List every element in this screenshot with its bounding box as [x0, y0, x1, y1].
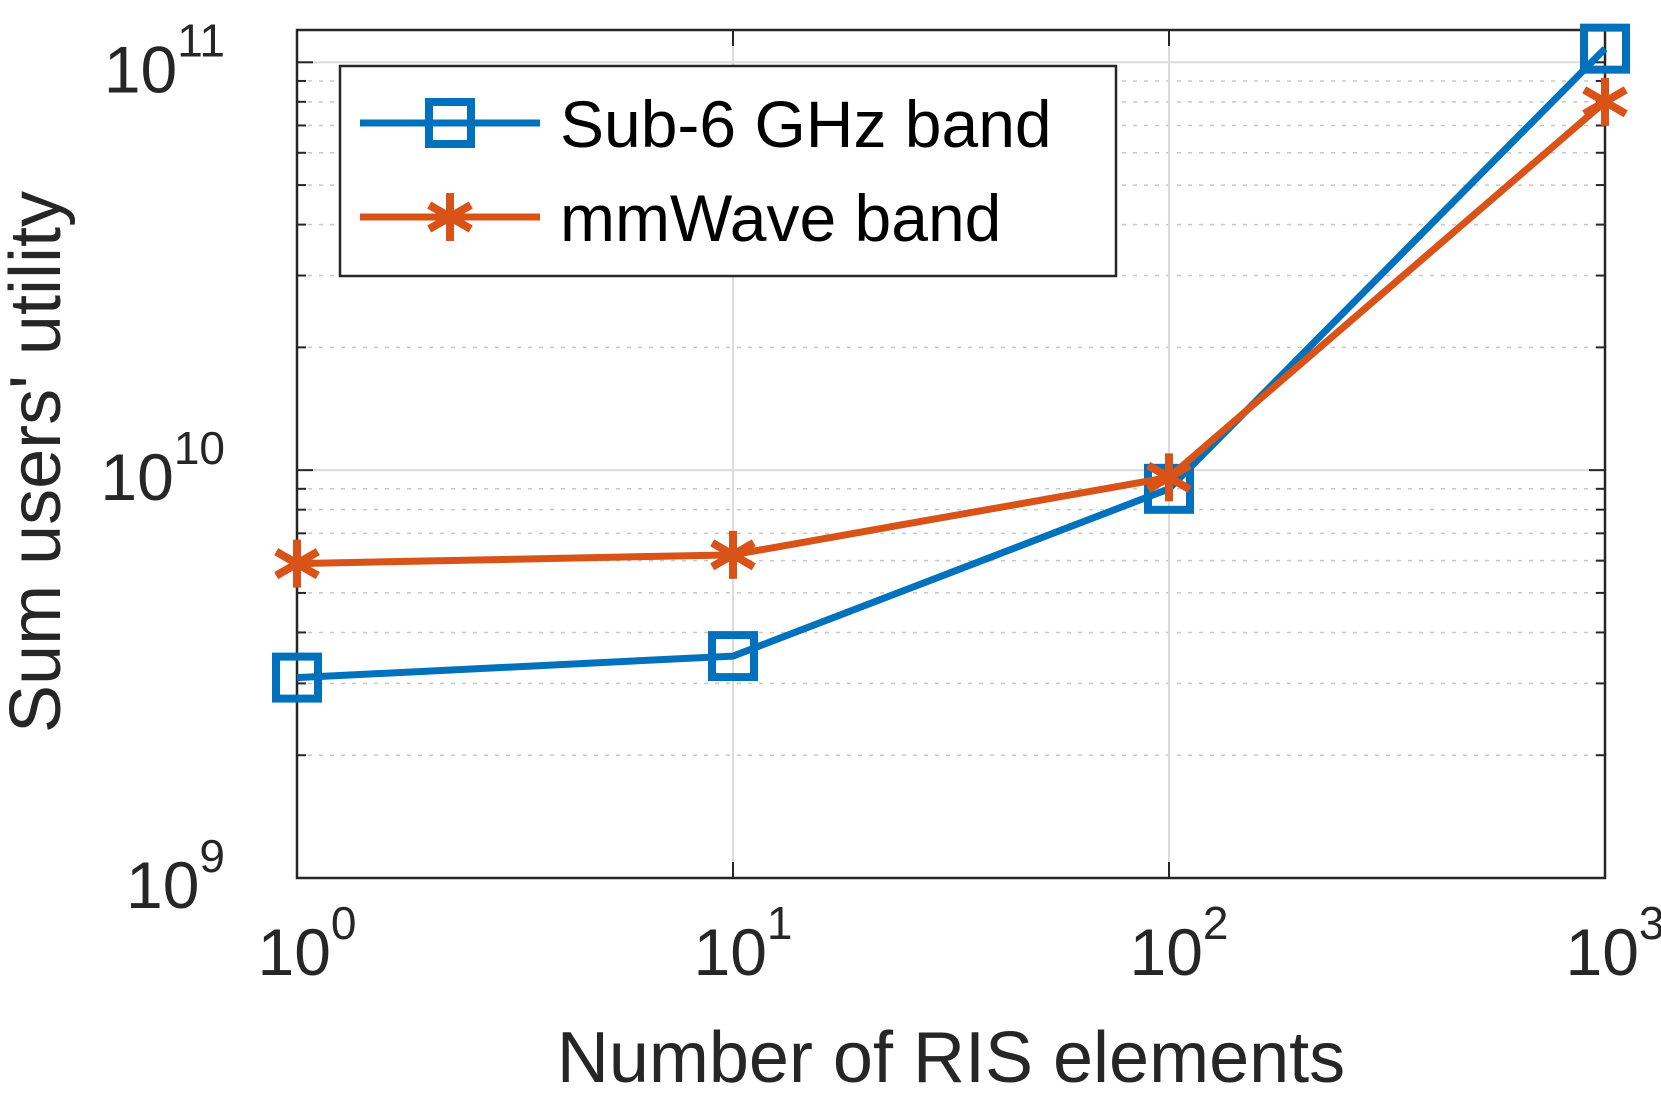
y-tick-label: 1011: [104, 14, 225, 106]
series-line-0: [296, 46, 1608, 682]
y-tick-base: 10: [100, 440, 173, 514]
x-tick-base: 10: [693, 915, 766, 989]
x-tick-label: 103: [1565, 897, 1661, 989]
x-tick-exponent: 0: [331, 897, 357, 949]
axes-box: [295, 28, 1607, 880]
data-point-asterisk: [710, 530, 756, 579]
legend-marker: [427, 193, 473, 241]
x-tick-base: 10: [1129, 915, 1202, 989]
legend-items: Sub-6 GHz band mmWave band: [360, 87, 1052, 255]
data-point-asterisk: [1146, 453, 1192, 502]
x-axis-label: Number of RIS elements: [557, 1018, 1345, 1098]
data-point-asterisk: [274, 539, 320, 588]
legend-label: Sub-6 GHz band: [560, 87, 1052, 161]
data-point-square: [1580, 23, 1630, 74]
axes-frame: [295, 28, 1607, 880]
series-layer: [272, 23, 1630, 703]
x-tick-exponent: 3: [1639, 897, 1661, 949]
x-tick-labels: 100 101 102 103: [257, 897, 1661, 989]
y-tick-label: 109: [126, 830, 225, 922]
minor-grid: [297, 79, 1605, 757]
asterisk-stroke: [1582, 86, 1628, 118]
data-point-square: [272, 652, 322, 703]
x-tick-label: 101: [693, 897, 792, 989]
x-tick-label: 100: [257, 897, 356, 989]
legend-marker: [425, 98, 475, 148]
legend-label: mmWave band: [560, 181, 1001, 255]
legend: Sub-6 GHz band mmWave band: [338, 64, 1118, 278]
x-tick-label: 102: [1129, 897, 1228, 989]
y-tick-label: 1010: [100, 422, 225, 514]
data-point-square: [708, 631, 758, 682]
y-tick-base: 10: [126, 848, 199, 922]
y-axis-label: Sum users' utility: [0, 191, 76, 733]
asterisk-stroke: [274, 548, 320, 580]
y-tick-base: 10: [104, 32, 177, 106]
y-tick-exponent: 11: [177, 14, 225, 66]
data-point-asterisk: [1582, 77, 1628, 126]
series-line-1: [296, 99, 1608, 568]
y-tick-exponent: 10: [174, 422, 225, 474]
x-tick-exponent: 2: [1203, 897, 1229, 949]
asterisk-stroke: [710, 539, 756, 571]
asterisk-stroke: [1146, 461, 1192, 493]
x-tick-exponent: 1: [767, 897, 793, 949]
x-tick-base: 10: [1565, 915, 1638, 989]
y-tick-exponent: 9: [199, 830, 225, 882]
asterisk-stroke: [427, 201, 473, 233]
x-tick-base: 10: [257, 915, 330, 989]
